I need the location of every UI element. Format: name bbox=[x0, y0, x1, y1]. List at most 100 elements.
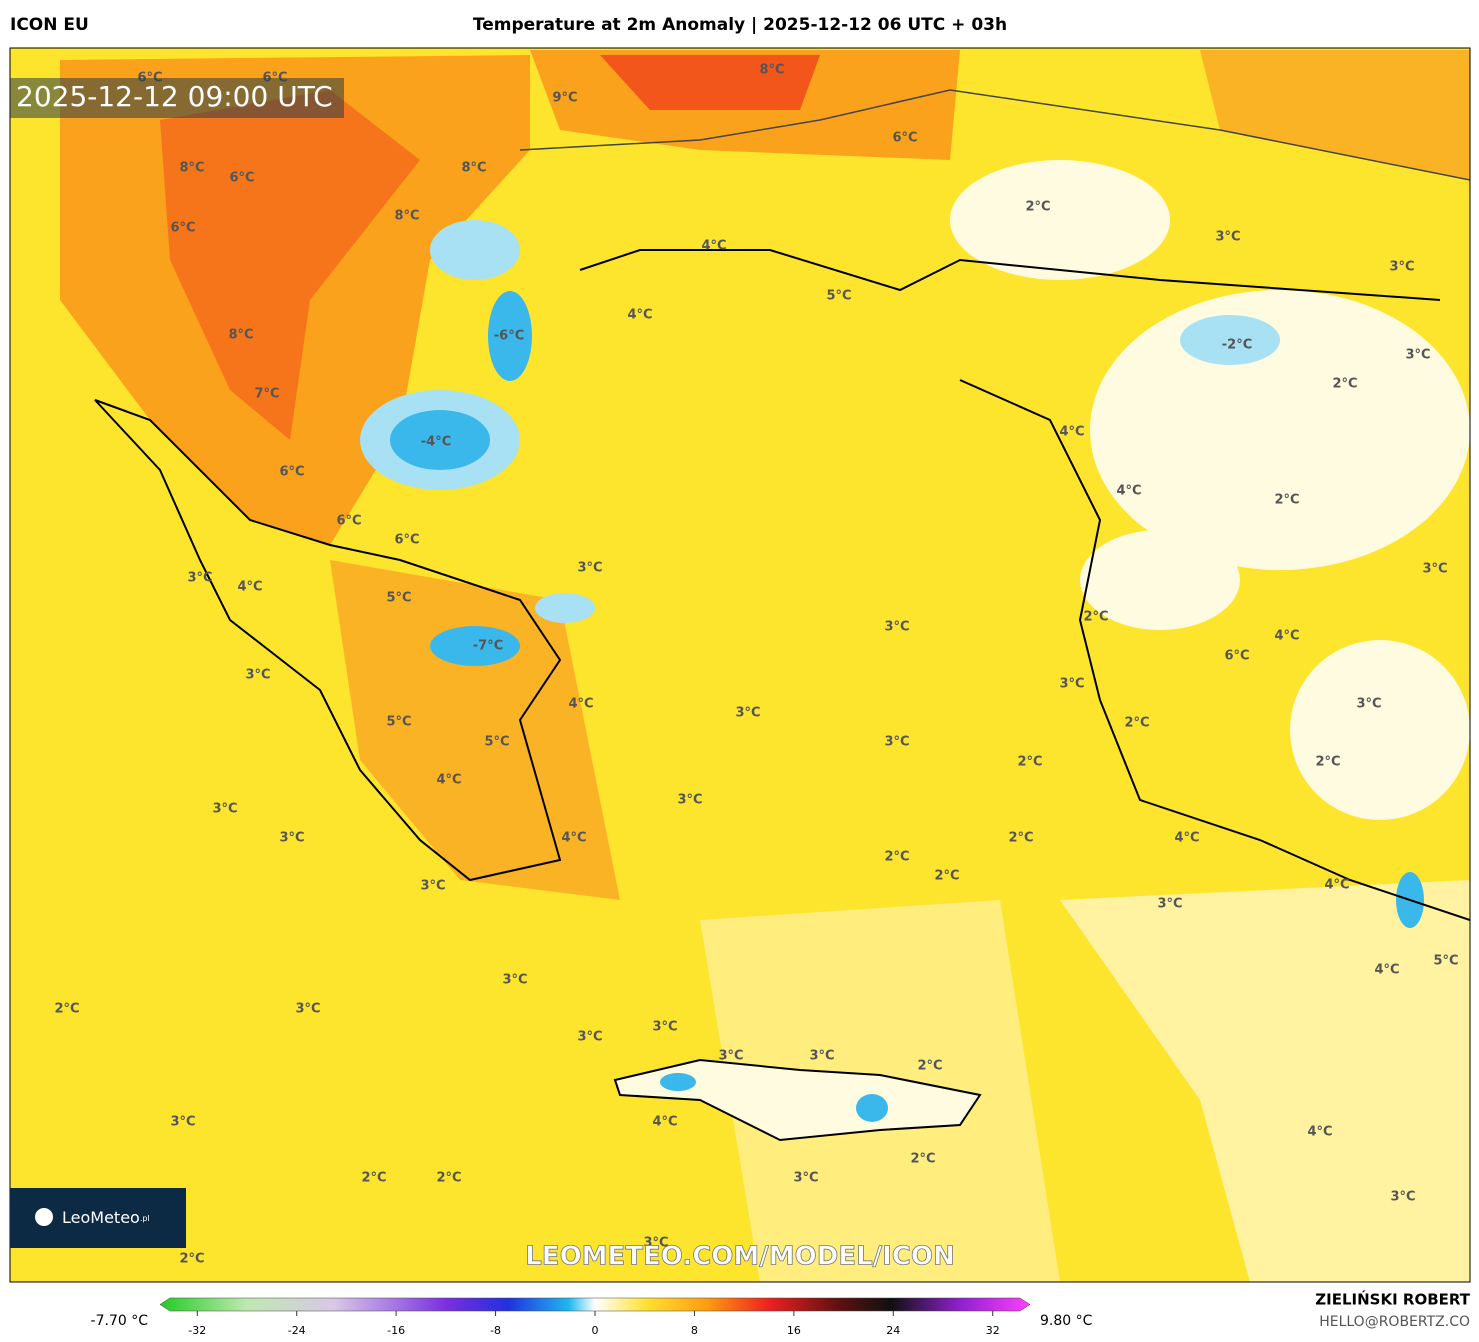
temperature-label: 2°C bbox=[917, 1059, 942, 1074]
temperature-label: 6°C bbox=[336, 514, 361, 529]
temperature-label: 6°C bbox=[170, 221, 195, 236]
temperature-label: 2°C bbox=[934, 869, 959, 884]
temperature-label: 8°C bbox=[461, 161, 486, 176]
temperature-label: 3°C bbox=[295, 1002, 320, 1017]
temperature-label: 8°C bbox=[228, 328, 253, 343]
temperature-label: 2°C bbox=[179, 1252, 204, 1267]
temperature-label: 8°C bbox=[394, 209, 419, 224]
map-labels: 6°C 6°C 9°C 8°C 6°C 8°C 6°C 8°C 6°C 8°C 2°C 4°C 3°C 3… bbox=[54, 63, 1458, 1267]
timestamp: 2025-12-12 09:00 UTC bbox=[16, 80, 333, 113]
temperature-label: 4°C bbox=[1174, 831, 1199, 846]
colorbar-tick-label: -24 bbox=[288, 1324, 306, 1337]
temperature-label: 3°C bbox=[652, 1020, 677, 1035]
temperature-label: 2°C bbox=[361, 1171, 386, 1186]
temperature-label: 2°C bbox=[1315, 755, 1340, 770]
temperature-label: 3°C bbox=[1215, 230, 1240, 245]
temperature-label: 4°C bbox=[237, 580, 262, 595]
temperature-label: 4°C bbox=[1274, 629, 1299, 644]
temperature-label: 3°C bbox=[718, 1049, 743, 1064]
temperature-label: 9°C bbox=[552, 91, 577, 106]
temperature-label: 6°C bbox=[1224, 649, 1249, 664]
colorbar-max: 9.80 °C bbox=[1040, 1313, 1093, 1329]
temperature-label: 2°C bbox=[884, 850, 909, 865]
temperature-label: -2°C bbox=[1222, 338, 1252, 353]
logo-sun bbox=[35, 1208, 53, 1226]
timestamp-box bbox=[10, 78, 344, 118]
temperature-label: 4°C bbox=[1059, 425, 1084, 440]
temperature-label: 3°C bbox=[1389, 260, 1414, 275]
temperature-label: 2°C bbox=[1332, 377, 1357, 392]
temperature-label: 4°C bbox=[652, 1115, 677, 1130]
temperature-label: 2°C bbox=[1025, 200, 1050, 215]
temperature-label: 6°C bbox=[229, 171, 254, 186]
temperature-label: 3°C bbox=[643, 1236, 668, 1251]
colorbar-min: -7.70 °C bbox=[91, 1313, 149, 1329]
temperature-label: 6°C bbox=[892, 131, 917, 146]
temperature-label: 2°C bbox=[1083, 610, 1108, 625]
temperature-label: 8°C bbox=[759, 63, 784, 78]
watermark: LEOMETEO.COM/MODEL/ICON bbox=[525, 1242, 955, 1272]
map bbox=[10, 48, 1470, 1282]
logo: LeoMeteo.pl bbox=[62, 1208, 150, 1227]
temperature-label: 3°C bbox=[793, 1171, 818, 1186]
temperature-label: 3°C bbox=[502, 973, 527, 988]
temperature-label: 4°C bbox=[627, 308, 652, 323]
temperature-label: 5°C bbox=[386, 715, 411, 730]
temperature-label: 6°C bbox=[279, 465, 304, 480]
colorbar-tick-label: 16 bbox=[787, 1324, 801, 1337]
temperature-label: 4°C bbox=[436, 773, 461, 788]
model-name: ICON EU bbox=[10, 15, 89, 35]
temperature-label: 3°C bbox=[1157, 897, 1182, 912]
logo-suffix: .pl bbox=[140, 1214, 150, 1223]
temperature-label: 6°C bbox=[394, 533, 419, 548]
temperature-label: 4°C bbox=[1374, 963, 1399, 978]
temperature-label: 7°C bbox=[254, 387, 279, 402]
temperature-label: 3°C bbox=[1059, 677, 1084, 692]
chart-title: Temperature at 2m Anomaly | 2025-12-12 0… bbox=[473, 15, 1007, 35]
temperature-label: 5°C bbox=[1433, 954, 1458, 969]
temperature-label: 4°C bbox=[1324, 878, 1349, 893]
temperature-label: -7°C bbox=[473, 639, 503, 654]
temperature-label: 5°C bbox=[826, 289, 851, 304]
temperature-label: 2°C bbox=[1124, 716, 1149, 731]
colorbar-tick-label: -32 bbox=[188, 1324, 206, 1337]
temperature-label: 8°C bbox=[179, 161, 204, 176]
colorbar-tick-label: 0 bbox=[592, 1324, 599, 1337]
temperature-label: 2°C bbox=[54, 1002, 79, 1017]
temperature-label: 3°C bbox=[1390, 1190, 1415, 1205]
temperature-label: 3°C bbox=[187, 571, 212, 586]
temperature-label: 3°C bbox=[212, 802, 237, 817]
temperature-label: -4°C bbox=[421, 435, 451, 450]
temperature-label: 2°C bbox=[1017, 755, 1042, 770]
temperature-label: 4°C bbox=[561, 831, 586, 846]
temperature-label: 3°C bbox=[884, 620, 909, 635]
temperature-label: 3°C bbox=[245, 668, 270, 683]
email: HELLO@ROBERTZ.CO bbox=[1319, 1314, 1470, 1330]
temperature-label: 2°C bbox=[436, 1171, 461, 1186]
logo-brand: LeoMeteo bbox=[62, 1208, 140, 1227]
temperature-label: 4°C bbox=[1116, 484, 1141, 499]
temperature-label: -6°C bbox=[494, 329, 524, 344]
colorbar-tick-label: 24 bbox=[886, 1324, 900, 1337]
temperature-label: 2°C bbox=[1274, 493, 1299, 508]
temperature-label: 4°C bbox=[1307, 1125, 1332, 1140]
colorbar-tick-label: 32 bbox=[986, 1324, 1000, 1337]
colorbar-tick-label: -16 bbox=[387, 1324, 405, 1337]
temperature-label: 3°C bbox=[677, 793, 702, 808]
temperature-label: 5°C bbox=[386, 591, 411, 606]
temperature-label: 3°C bbox=[420, 879, 445, 894]
colorbar-tick-label: -8 bbox=[490, 1324, 501, 1337]
temperature-label: 3°C bbox=[279, 831, 304, 846]
temperature-label: 3°C bbox=[1405, 348, 1430, 363]
temperature-label: 3°C bbox=[577, 1030, 602, 1045]
temperature-label: 2°C bbox=[1008, 831, 1033, 846]
author: ZIELIŃSKI ROBERT bbox=[1315, 1290, 1470, 1309]
temperature-label: 3°C bbox=[1422, 562, 1447, 577]
colorbar bbox=[159, 1297, 1031, 1312]
temperature-label: 4°C bbox=[701, 239, 726, 254]
map-frame bbox=[9, 47, 1471, 1283]
temperature-label: 2°C bbox=[910, 1152, 935, 1167]
temperature-label: 4°C bbox=[568, 697, 593, 712]
temperature-label: 3°C bbox=[577, 561, 602, 576]
temperature-label: 3°C bbox=[809, 1049, 834, 1064]
